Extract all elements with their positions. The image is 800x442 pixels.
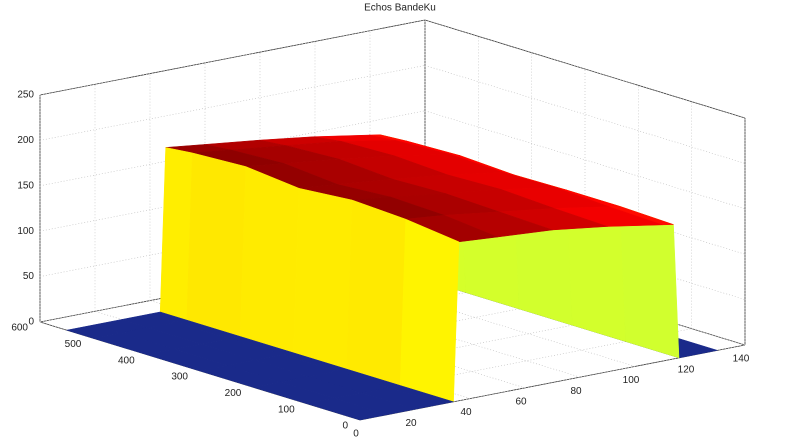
z-tick-label: 0 <box>28 317 34 328</box>
x-tick-label: 140 <box>733 354 750 365</box>
surface-cell <box>293 187 353 370</box>
x-tick-label: 20 <box>405 418 417 429</box>
surface-cell <box>399 218 460 403</box>
x-tick-label: 0 <box>353 429 359 440</box>
y-tick-label: 200 <box>225 388 242 399</box>
x-tick-label: 100 <box>623 375 640 386</box>
surface-cell <box>239 166 300 354</box>
z-tick-label: 150 <box>17 180 34 191</box>
chart-title: Echos BandeKu <box>364 3 436 14</box>
x-tick-label: 40 <box>460 407 472 418</box>
axis-edge <box>39 19 426 96</box>
y-tick-label: 500 <box>65 339 82 350</box>
axis-edge <box>424 19 746 119</box>
y-tick-label: 100 <box>278 404 295 415</box>
z-tick-label: 100 <box>17 226 34 237</box>
grid-line <box>39 65 426 141</box>
x-tick-label: 120 <box>678 364 695 375</box>
z-tick-label: 250 <box>17 90 34 101</box>
z-tick-label: 50 <box>23 271 35 282</box>
surface-cell <box>306 398 388 421</box>
x-tick-label: 80 <box>570 386 582 397</box>
y-tick-label: 400 <box>118 355 135 366</box>
surface-cell <box>346 199 406 386</box>
x-tick-label: 60 <box>515 396 527 407</box>
surface-cell <box>619 206 680 359</box>
y-tick-label: 0 <box>342 421 348 432</box>
y-tick-label: 300 <box>171 372 188 383</box>
z-tick-label: 200 <box>17 135 34 146</box>
surface-cell <box>186 152 246 337</box>
y-tick-label: 600 <box>11 323 28 334</box>
